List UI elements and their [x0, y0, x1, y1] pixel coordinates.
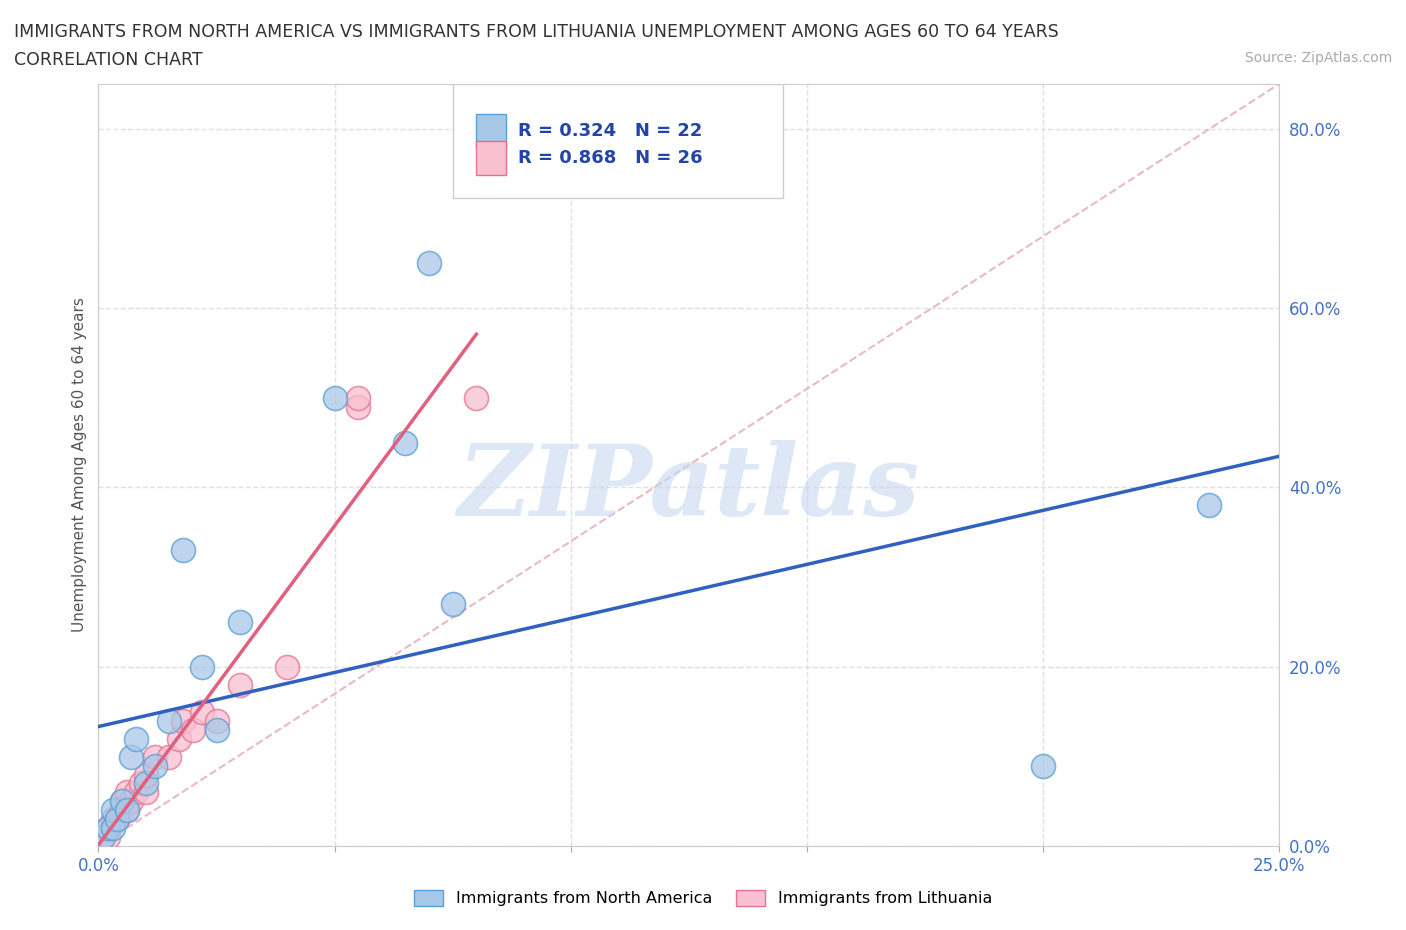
- Point: [105, 812, 128, 827]
- Text: R = 0.868   N = 26: R = 0.868 N = 26: [517, 149, 703, 167]
- Point: [97, 830, 120, 844]
- Point: [91, 830, 114, 844]
- Point: [111, 794, 134, 809]
- Point: [121, 794, 143, 809]
- Point: [205, 723, 228, 737]
- Point: [172, 543, 194, 558]
- Text: CORRELATION CHART: CORRELATION CHART: [14, 51, 202, 69]
- Point: [101, 803, 124, 817]
- Point: [229, 615, 252, 630]
- Point: [181, 723, 204, 737]
- Point: [135, 785, 157, 800]
- Point: [465, 391, 488, 405]
- Point: [1198, 498, 1220, 512]
- Point: [276, 659, 298, 674]
- Point: [394, 435, 416, 450]
- Text: IMMIGRANTS FROM NORTH AMERICA VS IMMIGRANTS FROM LITHUANIA UNEMPLOYMENT AMONG AG: IMMIGRANTS FROM NORTH AMERICA VS IMMIGRA…: [14, 23, 1059, 41]
- Point: [97, 821, 120, 836]
- Text: ZIPatlas: ZIPatlas: [458, 440, 920, 536]
- Point: [115, 785, 138, 800]
- Point: [143, 750, 166, 764]
- Point: [91, 830, 114, 844]
- Point: [323, 391, 346, 405]
- Point: [105, 812, 128, 827]
- Point: [167, 731, 190, 746]
- Point: [115, 803, 138, 817]
- Point: [347, 399, 370, 414]
- Point: [111, 803, 134, 817]
- Point: [129, 776, 152, 790]
- Point: [111, 794, 134, 809]
- Point: [191, 704, 214, 719]
- Point: [101, 821, 124, 836]
- Point: [347, 391, 370, 405]
- Point: [1032, 758, 1054, 773]
- Point: [135, 767, 157, 782]
- Point: [191, 659, 214, 674]
- Bar: [477, 141, 506, 175]
- Point: [143, 758, 166, 773]
- Point: [157, 713, 180, 728]
- Point: [135, 776, 157, 790]
- Point: [115, 803, 138, 817]
- Point: [97, 821, 120, 836]
- Point: [418, 256, 440, 271]
- Point: [441, 597, 464, 612]
- FancyBboxPatch shape: [453, 84, 783, 198]
- Point: [172, 713, 194, 728]
- Y-axis label: Unemployment Among Ages 60 to 64 years: Unemployment Among Ages 60 to 64 years: [72, 298, 87, 632]
- Point: [125, 785, 148, 800]
- Point: [229, 677, 252, 692]
- Point: [205, 713, 228, 728]
- Legend: Immigrants from North America, Immigrants from Lithuania: Immigrants from North America, Immigrant…: [408, 884, 998, 912]
- Point: [121, 750, 143, 764]
- Point: [157, 750, 180, 764]
- Text: R = 0.324   N = 22: R = 0.324 N = 22: [517, 123, 702, 140]
- Text: Source: ZipAtlas.com: Source: ZipAtlas.com: [1244, 51, 1392, 65]
- Point: [101, 812, 124, 827]
- Point: [125, 731, 148, 746]
- Bar: [477, 114, 506, 149]
